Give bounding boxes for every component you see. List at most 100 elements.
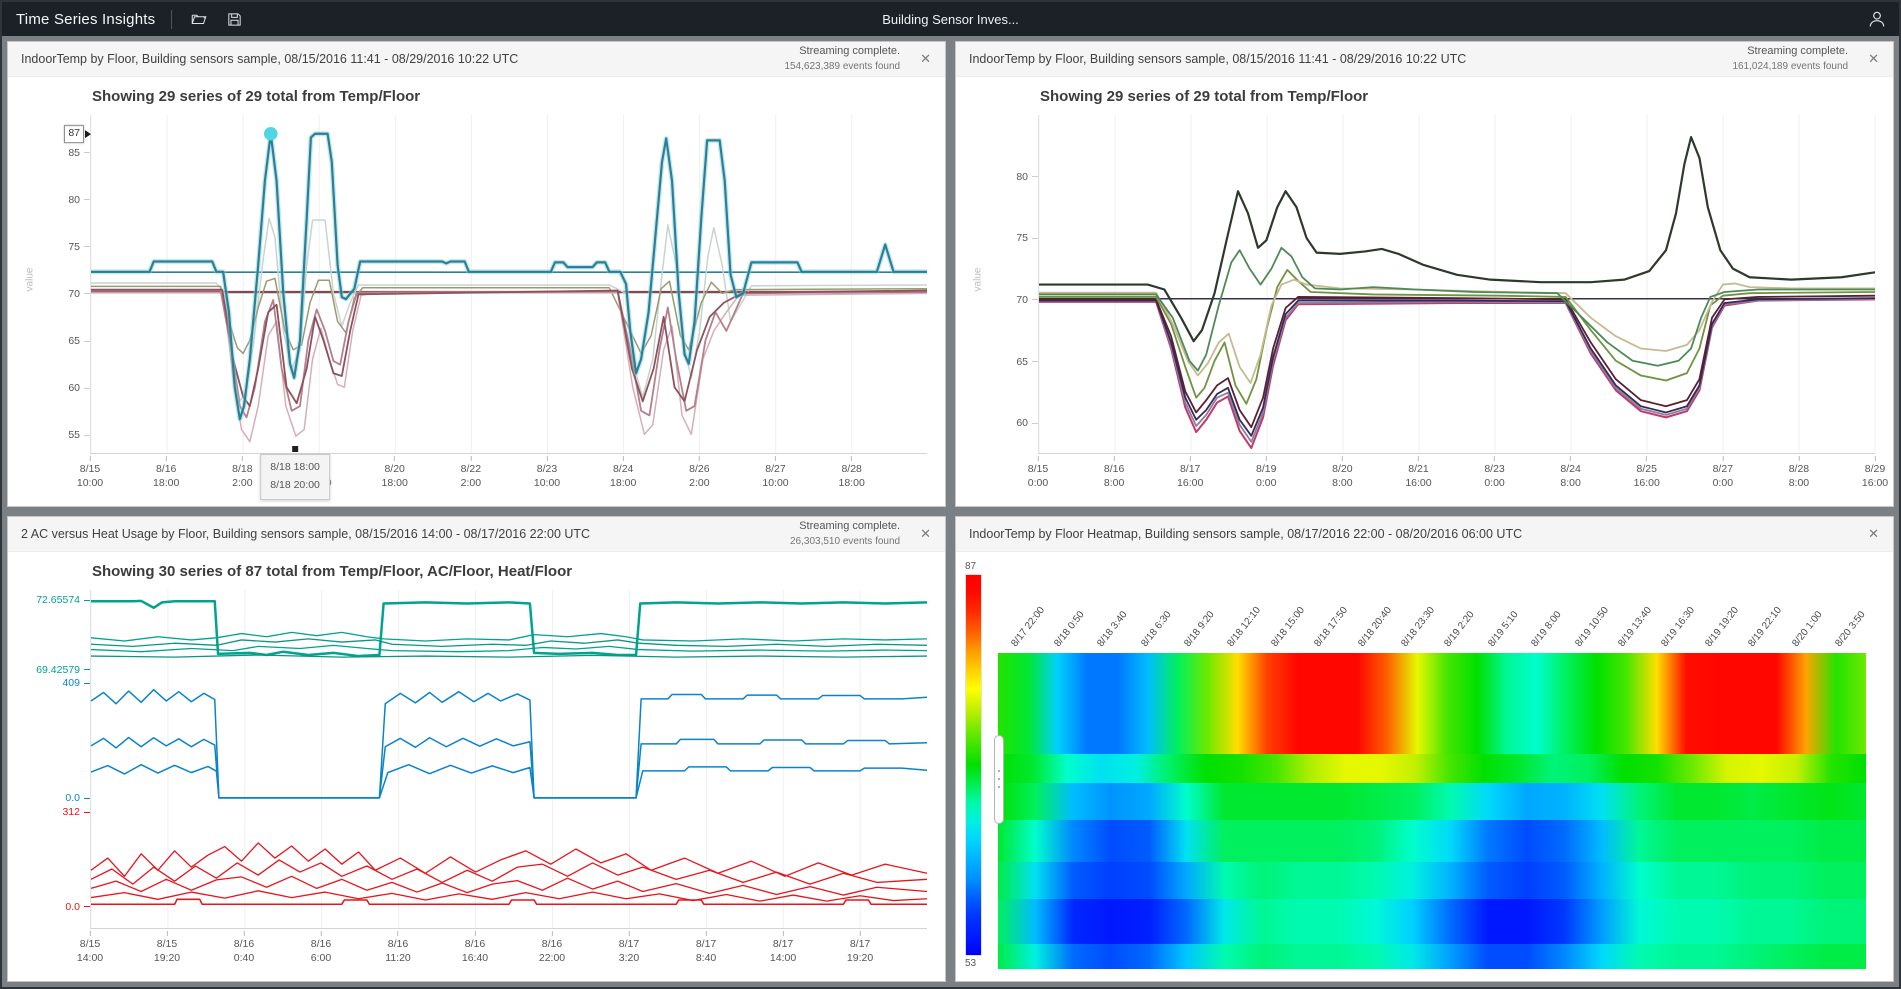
chart-wrap: value 80 75 70 65 60 8/15 0:00 8/16 8:00 8/17 …	[956, 107, 1889, 504]
series-line[interactable]	[91, 632, 927, 641]
x-tick: 8/16 16:40	[462, 931, 488, 965]
heatmap-row[interactable]	[998, 943, 1866, 969]
heatmap-column-label: 8/19 8:00	[1529, 609, 1564, 649]
y-axis: 72.65574 69.42579 409 0.0 312 0.0	[8, 590, 90, 929]
panel-ac-vs-heat: 2 AC versus Heat Usage by Floor, Buildin…	[7, 516, 946, 982]
chart-canvas[interactable]	[1039, 115, 1875, 453]
heatmap-column-label: 8/19 19:20	[1703, 604, 1741, 649]
chart-canvas[interactable]	[91, 115, 927, 453]
heatmap-column-label: 8/18 17:50	[1312, 604, 1351, 649]
panel-title: IndoorTemp by Floor, Building sensors sa…	[969, 52, 1467, 66]
series-line[interactable]	[91, 639, 927, 647]
heatmap-row[interactable]	[998, 653, 1866, 755]
streaming-status: Streaming complete. 26,303,510 events fo…	[790, 519, 900, 548]
panel-header: 2 AC versus Heat Usage by Floor, Buildin…	[8, 517, 945, 552]
line-chart[interactable]	[90, 590, 927, 929]
series-line[interactable]	[91, 876, 927, 895]
y-tick: 0.0	[65, 901, 90, 913]
x-tick: 8/15 19:20	[154, 931, 180, 965]
y-tick: 312	[62, 806, 90, 818]
heatmap-column-label: 8/18 3:40	[1095, 609, 1130, 649]
panel-title: 2 AC versus Heat Usage by Floor, Buildin…	[21, 527, 591, 541]
y-axis: 80 75 70 65 60	[956, 115, 1038, 454]
heatmap-main: 8/17 22:00 8/18 0:50 8/18 3:40 8/18 6:30 8/1…	[994, 561, 1889, 969]
series-line[interactable]	[91, 134, 927, 419]
chart-wrap: value 85 80 75 70 65 60 55 87 8/15 10:00 8/16 18…	[8, 107, 941, 504]
heatmap-row[interactable]	[998, 754, 1866, 783]
series-line[interactable]	[1039, 296, 1875, 428]
line-chart[interactable]	[1038, 115, 1875, 454]
series-line[interactable]	[91, 291, 927, 418]
x-tick: 8/17 19:20	[847, 931, 873, 965]
app-title: Time Series Insights	[16, 10, 156, 28]
line-chart[interactable]	[90, 115, 927, 454]
scrollbar-handle[interactable]	[994, 735, 1004, 824]
y-tick: 75	[1016, 232, 1038, 244]
close-icon[interactable]: ✕	[1864, 49, 1883, 69]
close-icon[interactable]: ✕	[916, 524, 935, 544]
series-line[interactable]	[1039, 280, 1875, 383]
series-line-halo	[91, 134, 927, 419]
user-profile-button[interactable]	[1867, 9, 1887, 29]
x-tick: 8/15 14:00	[77, 931, 103, 965]
series-line[interactable]	[91, 645, 927, 651]
series-line[interactable]	[91, 293, 927, 442]
heatmap-body[interactable]	[994, 653, 1866, 969]
panel-header: IndoorTemp by Floor Heatmap, Building se…	[956, 517, 1893, 552]
series-line[interactable]	[91, 655, 927, 657]
series-line[interactable]	[91, 601, 927, 656]
heatmap-row[interactable]	[998, 899, 1866, 944]
streaming-status-line: Streaming complete.	[799, 520, 901, 533]
x-tick: 8/28 18:00	[839, 456, 865, 490]
series-line[interactable]	[91, 218, 927, 401]
x-axis: 8/15 14:00 8/15 19:20 8/16 0:40 8/16 6:00 8/…	[77, 931, 927, 977]
streaming-status: Streaming complete. 154,623,389 events f…	[784, 44, 900, 73]
x-tick: 8/16 22:00	[539, 931, 565, 965]
heatmap-column-label: 8/19 13:40	[1616, 604, 1655, 649]
events-found-count: 26,303,510 events found	[790, 535, 901, 547]
hover-point-marker	[263, 127, 278, 141]
x-tick: 8/27 0:00	[1713, 456, 1733, 490]
save-button[interactable]	[224, 9, 245, 30]
close-icon[interactable]: ✕	[1864, 524, 1883, 544]
y-tick: 69.42579	[36, 664, 90, 676]
series-line[interactable]	[1039, 299, 1875, 442]
close-icon[interactable]: ✕	[916, 49, 935, 69]
series-line[interactable]	[91, 737, 927, 797]
x-tick: 8/17 16:00	[1177, 456, 1203, 490]
series-line[interactable]	[91, 899, 927, 904]
series-line[interactable]	[1039, 137, 1875, 341]
chart-series-summary: Showing 29 series of 29 total from Temp/…	[1040, 88, 1369, 105]
x-tick: 8/26 2:00	[689, 456, 710, 490]
series-line[interactable]	[1039, 248, 1875, 371]
document-title: Building Sensor Inves...	[882, 11, 1019, 27]
x-tick: 8/25 16:00	[1634, 456, 1660, 490]
heatmap-column-label: 8/18 23:30	[1399, 604, 1438, 649]
series-line[interactable]	[91, 765, 927, 798]
x-tick: 8/19 0:00	[1256, 456, 1276, 490]
series-line[interactable]	[1039, 299, 1875, 448]
heatmap-row[interactable]	[998, 861, 1866, 900]
x-axis: 8/15 10:008/16 18:008/18 2:008/19 10:008…	[77, 446, 927, 502]
top-bar: Time Series Insights Building Sensor Inv…	[2, 2, 1899, 36]
series-line[interactable]	[91, 690, 927, 798]
x-tick: 8/20 8:00	[1332, 456, 1353, 490]
open-folder-button[interactable]	[188, 8, 210, 30]
series-line[interactable]	[91, 290, 927, 406]
topbar-divider	[171, 9, 173, 29]
x-tick: 8/17 3:20	[619, 931, 639, 965]
chart-series-summary: Showing 29 series of 29 total from Temp/…	[92, 88, 421, 105]
x-tick: 8/29 16:00	[1862, 456, 1888, 490]
person-icon	[1869, 11, 1885, 27]
series-line[interactable]	[91, 891, 927, 901]
x-tick: 8/15 0:00	[1028, 456, 1048, 490]
heatmap-column-label: 8/18 15:00	[1269, 604, 1307, 649]
heatmap-row[interactable]	[998, 782, 1866, 821]
chart-canvas[interactable]	[91, 590, 927, 928]
heatmap-row[interactable]	[998, 820, 1866, 862]
x-tick: 8/16 18:00	[153, 456, 179, 490]
series-line[interactable]	[1039, 298, 1875, 436]
x-axis: 8/15 0:00 8/16 8:00 8/17 16:00 8/19 0:00 8/2…	[1028, 456, 1888, 502]
x-tick: 8/27 10:00	[762, 456, 789, 490]
